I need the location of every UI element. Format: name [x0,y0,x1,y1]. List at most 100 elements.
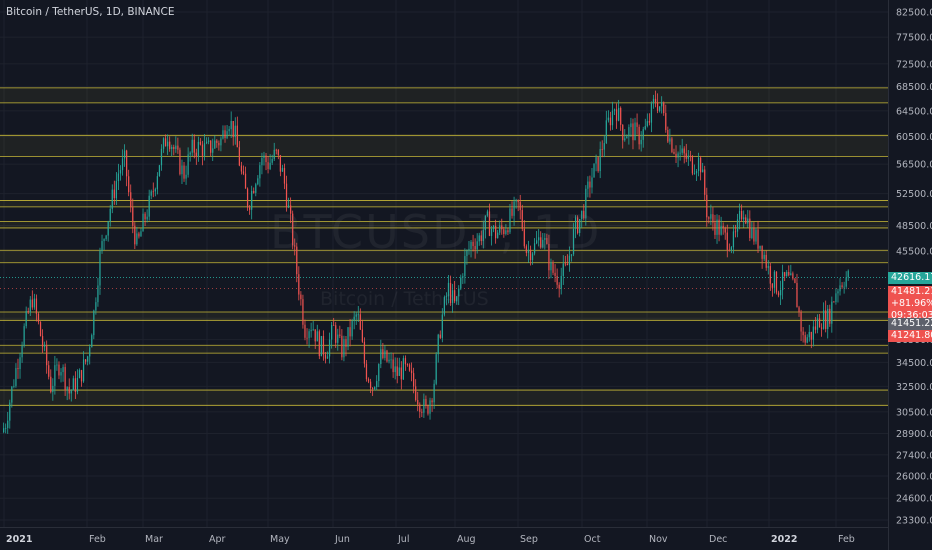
candle-body [749,218,751,238]
candle-body [37,313,40,323]
candle-body [591,177,593,188]
candle-body [417,400,419,405]
candle-body [445,296,448,298]
candle-body [318,331,320,357]
candle-body [255,184,257,193]
candle-body [673,151,675,154]
candle-body [738,210,741,220]
candle-body [197,141,199,157]
candle-body [269,162,271,169]
candle-body [718,219,720,235]
candle-body [48,365,50,377]
candle-body [296,246,298,275]
candle-body [841,285,843,287]
candle-body [179,149,181,175]
candle-body [376,381,378,388]
candle-body [659,106,661,111]
candle-body [44,344,46,347]
candle-body [544,238,546,240]
candle-body [531,253,534,261]
candle-body [427,405,429,414]
candle-body [263,155,265,159]
candle-body [273,149,275,159]
candle-body [583,210,585,219]
candle-body [540,237,542,248]
candle-body [146,216,148,220]
time-axis[interactable]: 2021 Feb Mar Apr May Jun Jul Aug Sep Oct Nov Dec 202… [0,527,888,550]
candle-body [66,387,68,391]
candle-body [158,165,161,177]
candle-body [538,237,540,241]
candle-body [429,400,431,414]
candle-body [433,383,435,403]
candle-body [700,157,702,173]
candle-body [484,215,486,230]
candle-body [790,273,792,276]
candle-body [374,387,376,389]
candle-body [413,373,415,387]
candle-body [802,331,804,336]
candle-body [449,282,452,304]
chart-grid [0,0,888,527]
candle-body [35,298,38,314]
candle-body [714,222,716,235]
price-tick-label: 30500.00 [896,407,932,418]
candle-body [404,358,407,365]
candle-body [595,157,597,164]
candle-body [470,241,472,249]
candle-body [624,138,626,141]
candle-body [372,388,374,389]
candle-body [706,194,708,218]
candle-body [495,225,497,239]
candle-body [611,110,614,126]
candle-body [17,368,19,370]
candle-body [804,335,806,343]
candle-body [136,233,138,245]
candle-body [546,238,548,244]
candle-body [351,320,353,337]
candle-body [814,326,817,330]
candle-body [15,368,17,386]
candle-body [734,231,737,233]
candle-body [93,310,95,336]
candle-body [747,218,749,224]
candle-body [499,225,501,233]
candle-body [111,189,113,209]
last-price-label: 42616.17 [888,272,932,284]
candle-body [648,121,650,123]
candle-body [636,122,638,127]
candle-body [117,173,120,182]
candle-body [80,370,83,382]
candle-body [195,152,197,157]
support-resistance-zones [0,87,888,406]
candle-body [558,284,560,289]
candle-body [833,301,835,303]
candle-body [716,219,718,235]
candle-body [152,191,154,193]
candle-body [128,176,130,193]
candle-body [566,263,568,266]
candle-body [392,359,394,373]
candle-body [669,138,671,142]
candle-body [468,248,470,251]
zone-band [0,87,888,103]
candle-body [58,364,60,376]
candle-body [726,232,728,250]
candle-body [511,208,513,216]
candle-body [472,241,474,247]
candle-body [216,140,218,143]
candle-body [501,225,503,230]
price-tick-label: 23300.00 [896,516,932,527]
candle-body [355,314,357,317]
candle-body [613,109,616,111]
candle-body [589,181,591,188]
candle-body [572,228,575,255]
candle-body [3,428,5,433]
candle-body [361,329,363,342]
candle-body [847,270,849,278]
candle-body [23,326,25,346]
candle-body [312,329,314,331]
candle-body [460,277,462,289]
candle-body [390,359,392,361]
